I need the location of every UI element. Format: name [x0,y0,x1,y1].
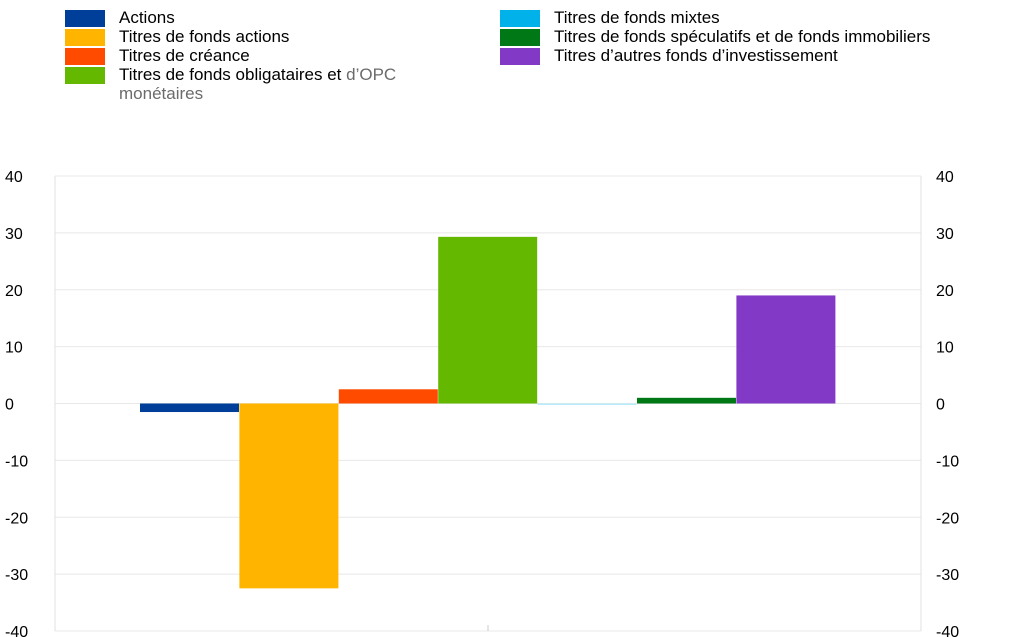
y-tick-label-left: 30 [5,226,23,243]
bar [637,397,736,404]
bar [537,403,637,405]
bar [338,389,438,404]
y-tick-label-left: -40 [5,624,28,637]
legend-label: Titres de fonds actions [119,27,290,46]
legend-swatch [500,29,540,46]
bar [140,403,239,413]
legend-swatch [65,48,105,65]
y-tick-label-right: 0 [936,397,945,414]
legend-swatch [500,48,540,65]
legend-label: Titres de fonds spéculatifs et de fonds … [554,27,931,46]
y-tick-label-left: -30 [5,567,28,584]
legend-item-speculatifs: Titres de fonds spéculatifs et de fonds … [500,27,930,46]
legend-item-creance: Titres de créance [65,46,396,65]
legend-item-autres: Titres d’autres fonds d’investissement [500,46,930,65]
y-tick-label-right: 10 [936,340,954,357]
legend-label: Titres de fonds obligataires et d’OPC mo… [119,65,396,103]
legend-label-part3: monétaires [119,84,204,103]
y-tick-label-left: 10 [5,340,23,357]
y-tick-label-left: 0 [5,397,14,414]
y-tick-label-left: 20 [5,283,23,300]
y-tick-label-right: 40 [936,169,954,186]
legend-label-part2: d’OPC [346,65,397,84]
y-tick-label-right: -40 [936,624,959,637]
legend-right: Titres de fonds mixtes Titres de fonds s… [500,8,930,65]
bar [736,295,836,404]
legend-left: Actions Titres de fonds actions Titres d… [65,8,396,103]
legend-label-part1: Titres de fonds obligataires et [119,65,342,84]
y-tick-label-right: -10 [936,453,959,470]
bar [438,236,538,404]
legend-item-fonds-actions: Titres de fonds actions [65,27,396,46]
legend-label: Titres de créance [119,46,250,65]
legend-label: Titres d’autres fonds d’investissement [554,46,838,65]
legend-swatch [500,10,540,27]
bar [239,403,339,589]
legend-swatch [65,10,105,27]
legend-swatch [65,29,105,46]
legend-item-obligataires: Titres de fonds obligataires et d’OPC mo… [65,65,396,103]
y-tick-label-right: 30 [936,226,954,243]
legend-item-mixtes: Titres de fonds mixtes [500,8,930,27]
y-tick-label-right: -20 [936,510,959,527]
y-tick-label-right: -30 [936,567,959,584]
y-tick-label-right: 20 [936,283,954,300]
y-tick-label-left: -20 [5,510,28,527]
legend-label: Titres de fonds mixtes [554,8,720,27]
legend-swatch [65,67,105,84]
legend-item-actions: Actions [65,8,396,27]
y-tick-label-left: -10 [5,453,28,470]
legend-label: Actions [119,8,175,27]
y-tick-label-left: 40 [5,169,23,186]
